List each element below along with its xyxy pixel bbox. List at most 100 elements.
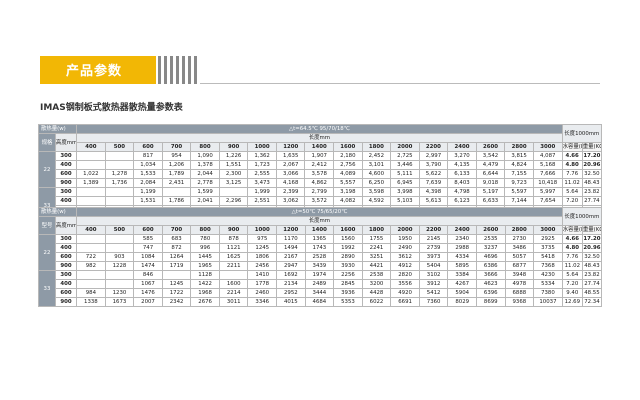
value-cell: 3439 (304, 261, 335, 271)
value-cell: 2535 (475, 234, 506, 244)
value-cell: 1084 (133, 252, 163, 262)
value-cell: 4,168 (275, 178, 306, 188)
height-cell: 900 (54, 178, 78, 188)
table-row: 22 300 585 683 780 878 975 1170 1365 1560 1755 1950… (38, 234, 603, 271)
value-cell: 2528 (304, 252, 335, 262)
table-row: 400 1,034 1,206 1,378 1,551 1,723 2,067 2,412 2,… (39, 160, 603, 170)
length-cell: 400 (76, 142, 106, 152)
length-cell: 3000 (533, 225, 563, 235)
value-cell: 4,592 (361, 196, 392, 206)
value-cell: 3444 (304, 288, 335, 298)
weight-cell: 72.34 (581, 297, 603, 307)
value-cell (76, 160, 106, 170)
value-cell: 3384 (447, 270, 477, 280)
length-cell: 2200 (418, 225, 449, 235)
height-cell: 300 (54, 234, 78, 244)
value-cell: 1476 (133, 288, 163, 298)
value-cell: 1264 (161, 252, 192, 262)
value-cell: 3,815 (504, 151, 534, 161)
header-row: 型号 高度mm 长度mm (38, 216, 602, 235)
water-capacity-cell: 9.40 (561, 288, 583, 298)
value-cell: 4230 (533, 270, 563, 280)
length-cell: 600 (133, 142, 163, 152)
value-cell: 4,600 (361, 169, 392, 179)
value-cell: 2,041 (190, 196, 220, 206)
value-cell: 4,135 (447, 160, 477, 170)
value-cell: 1968 (190, 288, 220, 298)
length-cell: 2000 (390, 142, 420, 152)
value-cell: 4421 (361, 261, 392, 271)
value-cell: 2,067 (275, 160, 306, 170)
value-cell: 4,398 (418, 187, 449, 197)
table-row: 900 982 1228 1474 1719 1965 2211 2456 2947 3439 39… (39, 261, 603, 271)
length-cell: 900 (218, 225, 249, 235)
banner-stripes (158, 56, 198, 84)
value-cell: 4334 (447, 252, 477, 262)
table-row: 600 1,022 1,278 1,533 1,789 2,044 2,300 2,555 3,… (39, 169, 603, 179)
value-cell: 7,666 (532, 169, 563, 179)
water-capacity-cell: 5.64 (561, 270, 583, 280)
value-cell: 9368 (504, 297, 535, 307)
length-cell: 2800 (504, 142, 534, 152)
value-cell: 1,635 (275, 151, 306, 161)
value-cell: 7,144 (504, 196, 534, 206)
value-cell: 4920 (390, 288, 420, 298)
value-cell: 1128 (190, 270, 220, 280)
value-cell (76, 279, 106, 289)
height-cell: 400 (54, 160, 78, 170)
value-cell (76, 196, 106, 206)
value-cell: 2340 (447, 234, 477, 244)
value-cell: 5,103 (390, 196, 420, 206)
length-cell: 1200 (275, 142, 306, 152)
value-cell: 2,084 (133, 178, 163, 188)
value-cell: 2007 (133, 297, 163, 307)
value-cell: 2490 (390, 243, 420, 253)
value-cell: 4,087 (532, 151, 563, 161)
length-cell: 1200 (276, 225, 306, 235)
value-cell: 3011 (218, 297, 249, 307)
value-cell (104, 279, 135, 289)
value-cell: 2,555 (247, 169, 277, 179)
value-cell: 3,473 (247, 178, 277, 188)
value-cell: 3,066 (275, 169, 306, 179)
value-cell: 3,998 (390, 187, 420, 197)
value-cell: 7368 (533, 261, 563, 271)
value-cell: 4,089 (333, 169, 363, 179)
value-cell: 5404 (418, 261, 449, 271)
value-cell: 1965 (190, 261, 220, 271)
water-capacity-cell: 4.80 (561, 243, 583, 253)
value-cell: 3346 (247, 297, 278, 307)
value-cell: 2214 (218, 288, 249, 298)
value-cell: 3,062 (275, 196, 306, 206)
table-row: 900 1338 1673 2007 2342 2676 3011 3346 4015 4684 5… (39, 297, 603, 307)
weight-cell: 27.74 (581, 196, 603, 206)
value-cell: 1719 (161, 261, 192, 271)
value-cell: 683 (161, 234, 192, 244)
value-cell: 1992 (333, 243, 363, 253)
weight-cell: 17.20 (581, 151, 603, 161)
height-cell: 900 (54, 297, 78, 307)
length-cell: 1800 (361, 225, 392, 235)
weight-cell: 23.82 (581, 187, 603, 197)
value-cell: 3556 (390, 279, 420, 289)
value-cell: 2,799 (304, 187, 335, 197)
table-row: 33 300 846 1128 1410 1692 1974 2256 2538 2820 3102… (38, 270, 603, 307)
water-capacity-cell: 7.20 (561, 196, 583, 206)
value-cell: 1,789 (161, 169, 192, 179)
value-cell: 1,090 (190, 151, 220, 161)
water-capacity-cell: 4.66 (561, 151, 583, 161)
value-cell: 1,533 (133, 169, 163, 179)
value-cell: 5,997 (532, 187, 563, 197)
value-cell: 2820 (390, 270, 420, 280)
water-capacity-cell: 5.64 (561, 187, 583, 197)
water-capacity-cell: 7.20 (561, 279, 583, 289)
value-cell: 903 (104, 252, 135, 262)
value-cell: 1,599 (190, 187, 220, 197)
length-cell: 1000 (247, 225, 278, 235)
weight-cell: 32.50 (581, 252, 603, 262)
value-cell: 2241 (361, 243, 392, 253)
value-cell: 7360 (418, 297, 449, 307)
water-capacity-cell: 11.02 (561, 261, 583, 271)
value-cell (76, 187, 106, 197)
value-cell: 1778 (247, 279, 278, 289)
